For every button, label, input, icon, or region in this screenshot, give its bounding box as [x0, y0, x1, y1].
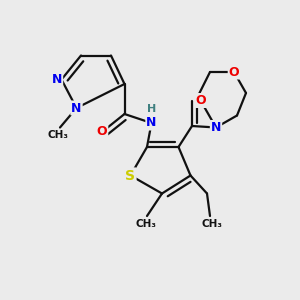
Text: O: O: [229, 65, 239, 79]
Text: N: N: [146, 116, 157, 130]
Text: N: N: [71, 101, 82, 115]
Text: S: S: [125, 169, 136, 182]
Text: CH₃: CH₃: [201, 219, 222, 229]
Text: O: O: [97, 125, 107, 139]
Text: N: N: [52, 73, 62, 86]
Text: CH₃: CH₃: [135, 219, 156, 229]
Text: O: O: [196, 94, 206, 107]
Text: CH₃: CH₃: [48, 130, 69, 140]
Text: N: N: [211, 121, 221, 134]
Text: H: H: [147, 104, 156, 115]
